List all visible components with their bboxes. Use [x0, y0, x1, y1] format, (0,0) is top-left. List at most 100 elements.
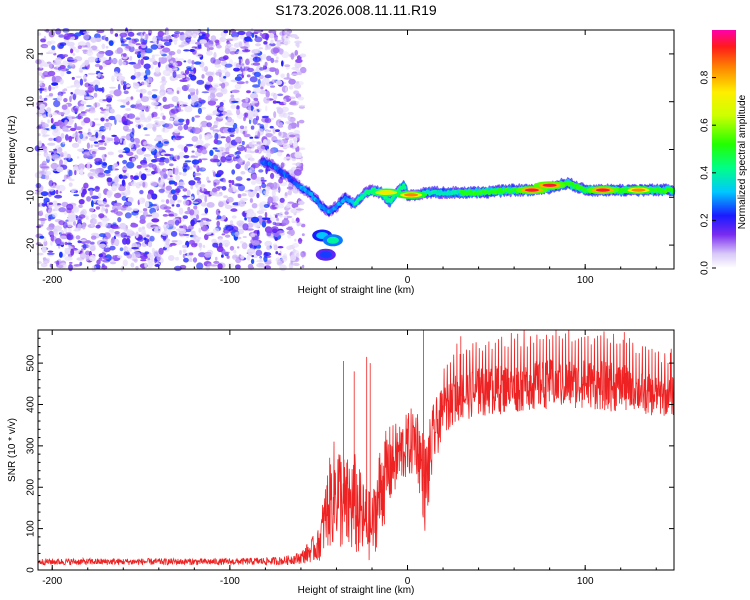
- noise-speckle: [181, 102, 188, 105]
- noise-speckle: [298, 104, 306, 107]
- noise-speckle: [141, 147, 147, 152]
- noise-speckle: [227, 43, 234, 47]
- noise-speckle: [100, 220, 109, 228]
- noise-speckle: [219, 101, 224, 107]
- noise-speckle: [230, 104, 237, 109]
- noise-speckle: [265, 133, 273, 138]
- noise-speckle: [163, 206, 172, 210]
- noise-speckle: [131, 157, 136, 162]
- noise-speckle: [76, 156, 80, 159]
- noise-speckle: [40, 166, 49, 169]
- noise-speckle: [149, 235, 155, 242]
- noise-speckle: [154, 66, 161, 74]
- noise-speckle: [141, 42, 146, 45]
- noise-speckle: [200, 106, 207, 110]
- noise-speckle: [64, 119, 68, 125]
- noise-speckle: [199, 33, 203, 36]
- noise-speckle: [208, 44, 215, 48]
- noise-speckle: [294, 62, 302, 69]
- noise-speckle: [126, 235, 131, 239]
- noise-speckle: [248, 141, 253, 147]
- noise-speckle: [134, 175, 139, 179]
- noise-speckle: [94, 84, 99, 92]
- noise-speckle: [233, 257, 237, 261]
- noise-speckle: [122, 53, 127, 57]
- noise-speckle: [85, 250, 90, 256]
- noise-speckle: [152, 35, 158, 43]
- noise-speckle: [283, 28, 292, 36]
- noise-speckle: [230, 94, 235, 98]
- noise-speckle: [99, 233, 106, 238]
- noise-speckle: [129, 55, 133, 61]
- noise-speckle: [114, 226, 121, 229]
- noise-speckle: [130, 223, 139, 228]
- noise-speckle: [61, 68, 66, 72]
- noise-speckle: [184, 69, 190, 75]
- noise-speckle: [250, 125, 255, 130]
- noise-speckle: [151, 111, 158, 118]
- noise-speckle: [193, 205, 198, 210]
- snr-y-label: SNR (10 * v/v): [7, 418, 18, 482]
- noise-speckle: [67, 62, 73, 65]
- noise-speckle: [289, 134, 296, 138]
- noise-speckle: [55, 238, 62, 245]
- noise-speckle: [112, 164, 116, 171]
- noise-speckle: [247, 218, 252, 223]
- noise-speckle: [90, 235, 97, 240]
- noise-speckle: [58, 34, 65, 38]
- noise-speckle: [125, 247, 131, 253]
- noise-speckle: [169, 163, 174, 167]
- noise-speckle: [161, 128, 170, 133]
- noise-speckle: [226, 114, 230, 117]
- noise-speckle: [249, 76, 258, 83]
- noise-speckle: [45, 153, 53, 160]
- noise-speckle: [244, 126, 248, 129]
- noise-speckle: [79, 114, 87, 117]
- noise-speckle: [250, 100, 259, 104]
- noise-speckle: [195, 236, 202, 240]
- noise-speckle: [168, 51, 176, 56]
- noise-speckle: [106, 189, 113, 197]
- noise-speckle: [88, 254, 96, 262]
- noise-speckle: [290, 52, 295, 60]
- noise-speckle: [63, 151, 68, 158]
- noise-speckle: [68, 135, 73, 143]
- noise-speckle: [240, 197, 248, 202]
- noise-speckle: [225, 147, 230, 153]
- track-blob-peak: [631, 188, 646, 192]
- noise-speckle: [243, 116, 246, 122]
- noise-speckle: [101, 205, 105, 211]
- noise-speckle: [202, 244, 206, 249]
- noise-speckle: [214, 84, 219, 88]
- noise-speckle: [188, 240, 195, 245]
- noise-speckle: [70, 92, 73, 95]
- noise-speckle: [261, 53, 267, 60]
- noise-speckle: [232, 36, 239, 41]
- noise-speckle: [128, 142, 134, 149]
- noise-speckle: [229, 245, 235, 251]
- noise-speckle: [140, 38, 144, 43]
- noise-speckle: [41, 72, 46, 79]
- noise-speckle: [256, 144, 265, 152]
- noise-speckle: [158, 247, 164, 255]
- noise-speckle: [79, 70, 83, 73]
- noise-speckle: [236, 108, 241, 116]
- noise-speckle: [168, 213, 175, 217]
- noise-speckle: [140, 32, 143, 39]
- noise-speckle: [178, 44, 185, 48]
- noise-speckle: [38, 108, 45, 114]
- noise-speckle: [130, 175, 134, 178]
- noise-speckle: [298, 119, 305, 124]
- noise-speckle: [133, 63, 142, 69]
- noise-speckle: [285, 86, 288, 93]
- noise-speckle: [210, 57, 216, 64]
- noise-speckle: [69, 95, 72, 103]
- noise-speckle: [105, 105, 113, 112]
- noise-speckle: [77, 148, 84, 152]
- noise-speckle: [182, 215, 188, 220]
- noise-speckle: [48, 62, 53, 69]
- noise-speckle: [185, 29, 193, 37]
- noise-speckle: [292, 243, 299, 248]
- noise-speckle: [274, 138, 278, 143]
- noise-speckle: [152, 226, 160, 229]
